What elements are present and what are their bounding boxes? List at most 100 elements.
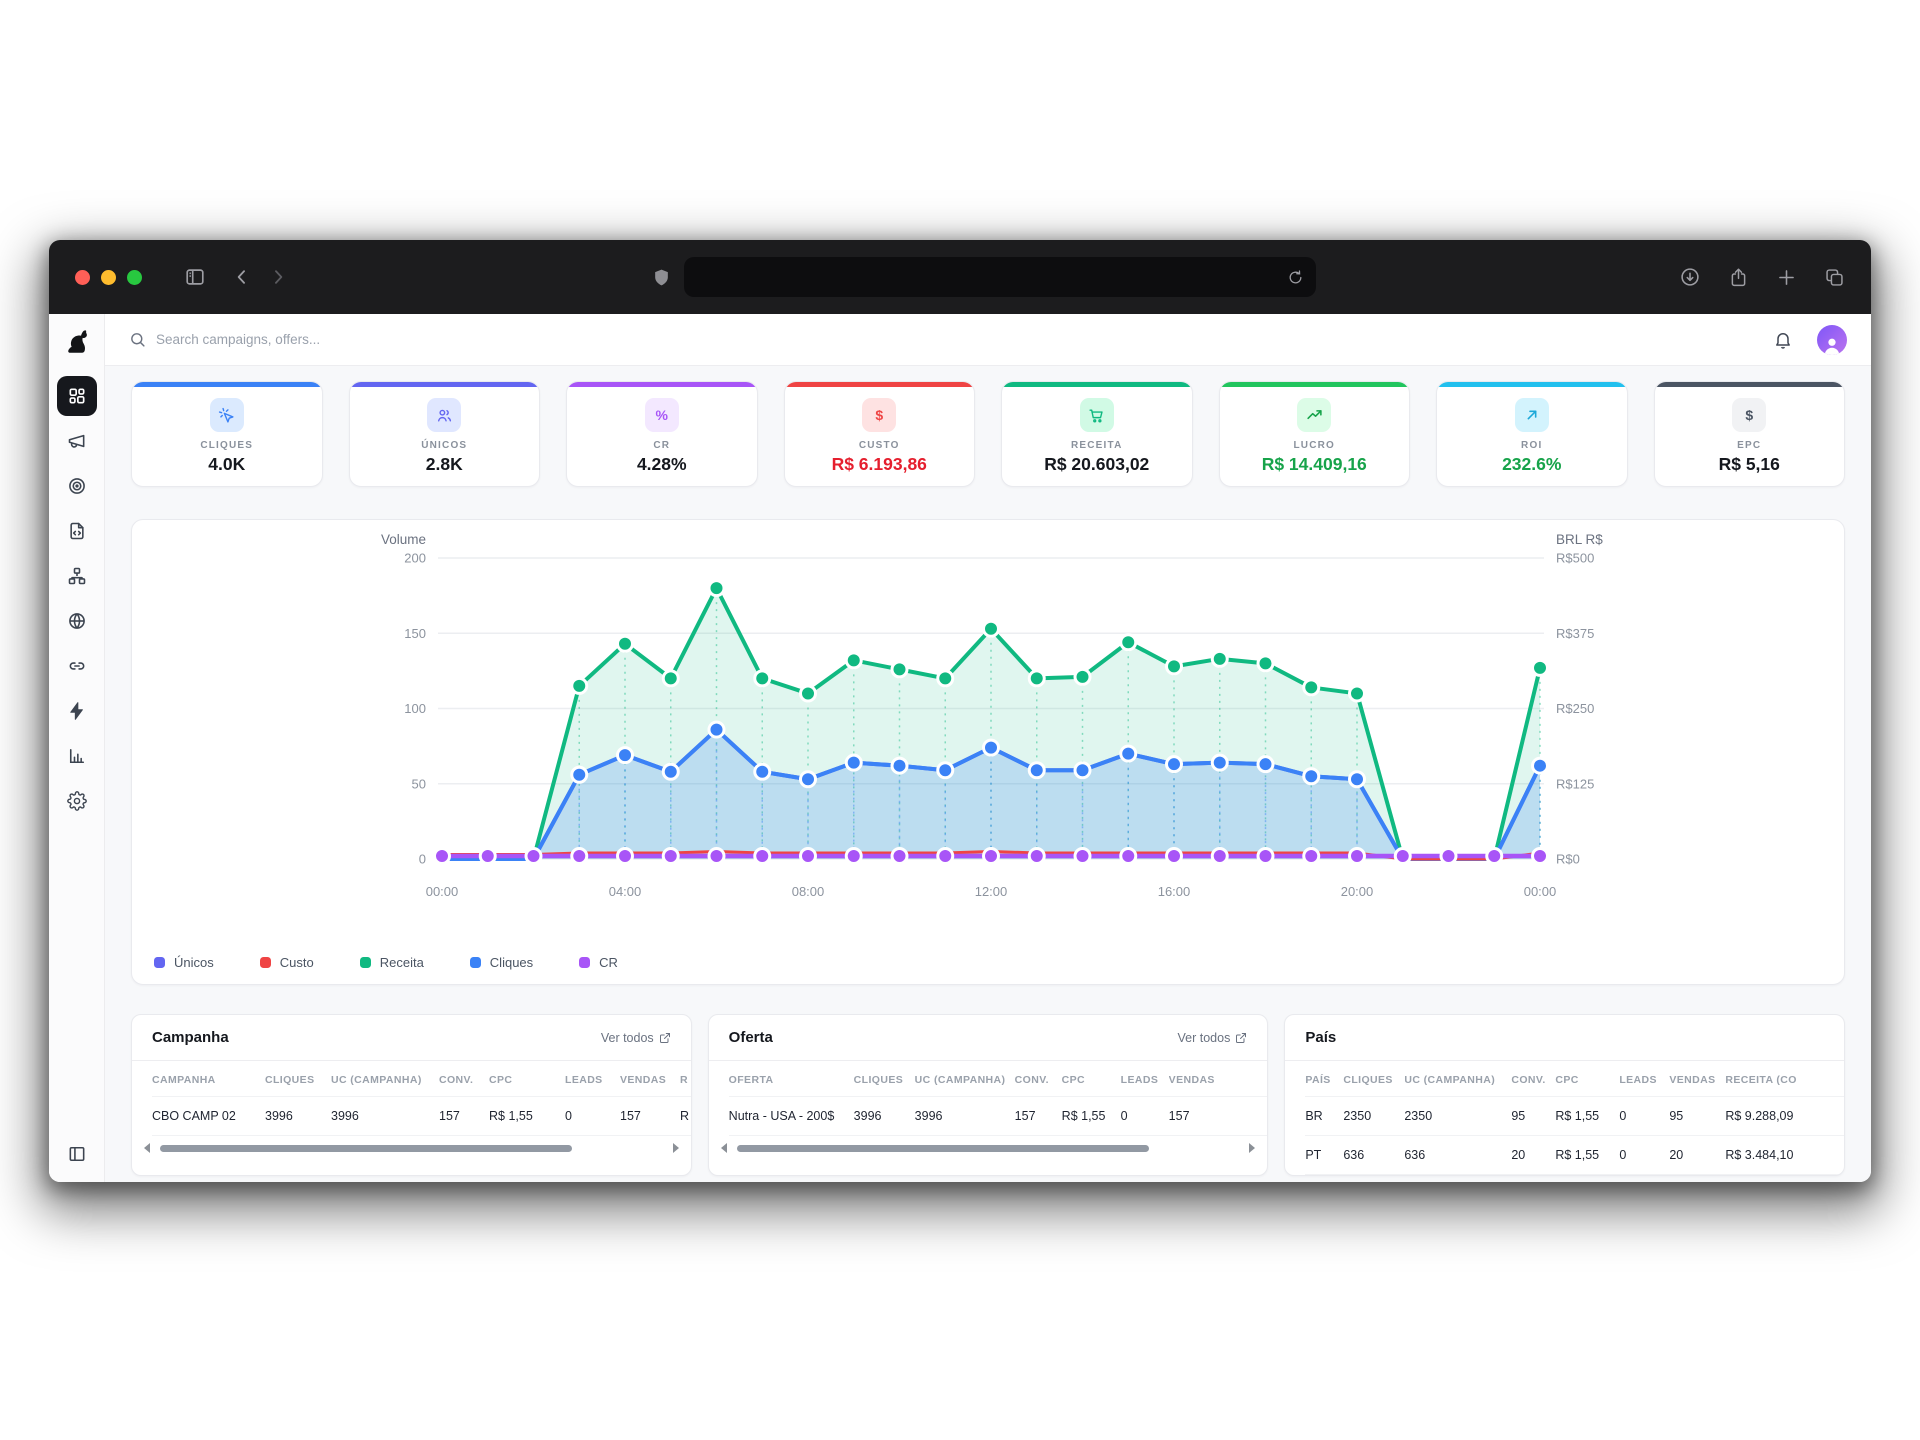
stat-value: R$ 20.603,02	[1044, 454, 1150, 474]
sidebar-item-flows[interactable]	[57, 556, 97, 596]
downloads-icon[interactable]	[1679, 266, 1701, 288]
table-header-row: OFERTA CLIQUES UC (CAMPANHA) CONV. CPC LEAD…	[728, 1061, 1268, 1097]
svg-text:0: 0	[419, 852, 426, 867]
sidebar-item-automations[interactable]	[57, 691, 97, 731]
volume-chart: 0 R$0 50 R$125 100 R$250 150 R$375 200 R$500 Volum…	[381, 532, 1603, 899]
stat-value: 232.6%	[1502, 454, 1562, 474]
legend-item-custo[interactable]: Custo	[259, 955, 314, 970]
stat-label: LUCRO	[1293, 440, 1336, 451]
oferta-title: Oferta	[728, 1029, 773, 1046]
stat-label: CR	[653, 440, 671, 451]
url-bar[interactable]	[683, 257, 1316, 297]
legend-item-receita[interactable]: Receita	[359, 955, 424, 970]
stat-value: R$ 14.409,16	[1261, 454, 1367, 474]
horizontal-scrollbar[interactable]	[720, 1143, 1256, 1153]
legend-item-unicos[interactable]: Únicos	[154, 955, 214, 970]
stat-label: RECEITA	[1070, 440, 1123, 451]
back-icon[interactable]	[232, 267, 252, 287]
legend-dot	[259, 957, 271, 968]
reload-icon[interactable]	[1287, 269, 1304, 286]
stat-cards-row: CLIQUES 4.0K ÚNICOS 2.8K %	[131, 381, 1845, 487]
notifications-icon[interactable]	[1773, 330, 1793, 350]
app-topbar: Search campaigns, offers...	[105, 314, 1871, 366]
table-row[interactable]: Nutra - USA - 200$ 3996 3996 157 R$ 1,55 0 …	[728, 1096, 1268, 1136]
table-row[interactable]: BR 2350 2350 95 R$ 1,55 0 95 R$ 9.288,09	[1305, 1096, 1845, 1136]
svg-text:12:00: 12:00	[975, 884, 1008, 899]
scrollbar-thumb[interactable]	[160, 1144, 573, 1152]
card-accent	[349, 382, 539, 387]
svg-text:150: 150	[404, 626, 426, 641]
stat-value: R$ 6.193,86	[831, 454, 927, 474]
sidebar-item-landers[interactable]	[57, 511, 97, 551]
sidebar-item-dashboard[interactable]	[56, 376, 97, 416]
svg-text:50: 50	[412, 776, 426, 791]
dog-logo-icon	[62, 328, 92, 358]
svg-text:R$0: R$0	[1556, 852, 1580, 867]
campanha-ver-todos-link[interactable]: Ver todos	[601, 1031, 671, 1045]
scrollbar-thumb[interactable]	[736, 1144, 1149, 1152]
svg-text:20:00: 20:00	[1341, 884, 1374, 899]
stat-card-unicos[interactable]: ÚNICOS 2.8K	[348, 381, 540, 487]
sidebar-item-reports[interactable]	[57, 736, 97, 776]
external-link-icon	[1235, 1032, 1247, 1044]
dollar-icon: $	[862, 398, 897, 432]
legend-item-cliques[interactable]: Cliques	[469, 955, 533, 970]
svg-text:BRL R$: BRL R$	[1556, 532, 1603, 547]
legend-item-cr[interactable]: CR	[579, 955, 618, 970]
search-placeholder: Search campaigns, offers...	[156, 332, 321, 347]
stat-card-cliques[interactable]: CLIQUES 4.0K	[131, 381, 323, 487]
maximize-button[interactable]	[127, 269, 142, 285]
card-accent	[1219, 382, 1409, 387]
svg-text:Volume: Volume	[381, 532, 426, 547]
stat-card-receita[interactable]: RECEITA R$ 20.603,02	[1001, 381, 1193, 487]
new-tab-icon[interactable]	[1776, 267, 1797, 288]
stat-card-custo[interactable]: $ CUSTO R$ 6.193,86	[783, 381, 975, 487]
svg-text:R$500: R$500	[1556, 551, 1594, 566]
search-icon	[129, 331, 146, 348]
campanha-card: Campanha Ver todos	[131, 1014, 692, 1176]
card-accent	[132, 382, 322, 387]
sidebar-toggle-icon[interactable]	[184, 266, 206, 288]
oferta-ver-todos-link[interactable]: Ver todos	[1178, 1031, 1248, 1045]
card-accent	[784, 382, 974, 387]
stat-card-epc[interactable]: $ EPC R$ 5,16	[1653, 381, 1845, 487]
app-sidebar	[49, 314, 105, 1182]
scroll-right-icon[interactable]	[1249, 1143, 1256, 1153]
svg-text:00:00: 00:00	[1524, 884, 1557, 899]
share-icon[interactable]	[1728, 267, 1749, 288]
close-button[interactable]	[75, 269, 90, 285]
stat-label: ÚNICOS	[421, 440, 468, 451]
stat-label: ROI	[1521, 440, 1543, 451]
forward-icon[interactable]	[268, 267, 288, 287]
sidebar-item-settings[interactable]	[57, 781, 97, 821]
scroll-left-icon[interactable]	[720, 1143, 727, 1153]
shield-icon[interactable]	[652, 267, 671, 288]
table-row[interactable]: CBO CAMP 02 3996 3996 157 R$ 1,55 0 157 R	[152, 1096, 691, 1136]
horizontal-scrollbar[interactable]	[144, 1143, 679, 1153]
sidebar-item-campaigns[interactable]	[57, 421, 97, 461]
table-header-row: PAÍS CLIQUES UC (CAMPANHA) CONV. CPC LEADS …	[1305, 1061, 1845, 1097]
stat-card-roi[interactable]: ROI 232.6%	[1436, 381, 1628, 487]
stat-label: CLIQUES	[200, 440, 254, 451]
sidebar-item-offers[interactable]	[57, 466, 97, 506]
legend-dot	[579, 957, 591, 968]
scroll-left-icon[interactable]	[144, 1143, 150, 1153]
sidebar-item-links[interactable]	[57, 646, 97, 686]
scroll-right-icon[interactable]	[672, 1143, 679, 1153]
minimize-button[interactable]	[101, 269, 116, 285]
card-accent	[1002, 382, 1192, 387]
stat-label: EPC	[1737, 440, 1762, 451]
legend-dot	[154, 957, 165, 968]
table-row[interactable]: PT 636 636 20 R$ 1,55 0 20 R$ 3.484,10	[1305, 1135, 1845, 1175]
collapse-sidebar-icon[interactable]	[67, 1144, 87, 1164]
search-input[interactable]: Search campaigns, offers...	[129, 331, 320, 348]
users-icon	[427, 398, 462, 432]
sidebar-item-domains[interactable]	[57, 601, 97, 641]
avatar[interactable]	[1817, 324, 1847, 355]
stat-card-cr[interactable]: % CR 4.28%	[566, 381, 758, 487]
stat-card-lucro[interactable]: LUCRO R$ 14.409,16	[1218, 381, 1410, 487]
tab-overview-icon[interactable]	[1824, 267, 1845, 288]
svg-text:04:00: 04:00	[609, 884, 642, 899]
browser-window: Search campaigns, offers...	[49, 240, 1871, 1182]
svg-text:00:00: 00:00	[426, 884, 459, 899]
